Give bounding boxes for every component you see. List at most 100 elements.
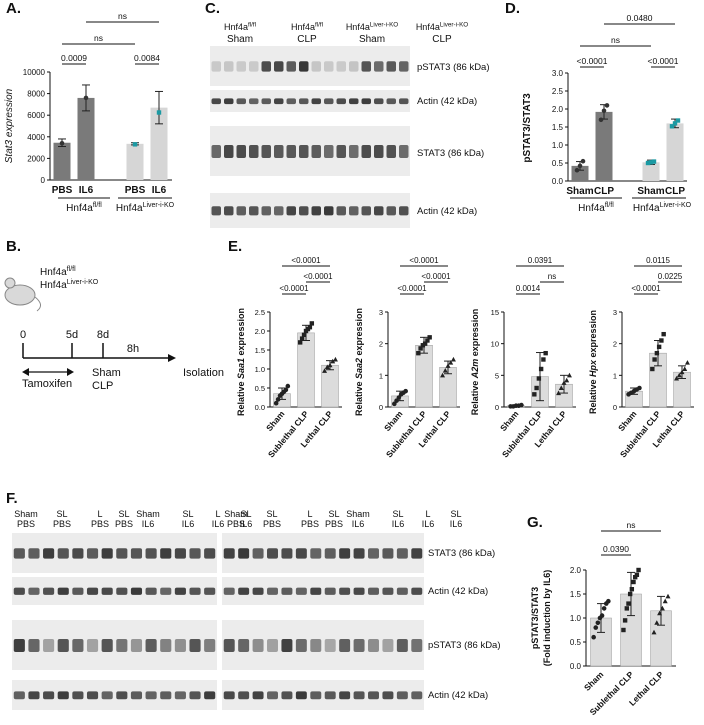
data-point [574, 167, 580, 173]
blot-band [145, 548, 157, 559]
p-value-label: 0.0084 [134, 53, 160, 63]
blot-band [411, 639, 423, 652]
blot-band [374, 98, 384, 105]
blot-band [295, 691, 307, 700]
blot-band [261, 145, 271, 158]
blot-band [101, 691, 113, 700]
blot-band [324, 61, 334, 72]
blot-band [274, 145, 284, 158]
data-point [595, 620, 601, 626]
y-tick-label: 0.5 [255, 384, 265, 393]
blot-band [386, 145, 396, 158]
p-value-label: <0.0001 [631, 284, 661, 293]
blot-band [130, 587, 143, 595]
x-category-label: IL6 [79, 185, 94, 196]
data-point [83, 95, 89, 101]
blot-band [43, 548, 55, 559]
lane-group-label: IL6 [352, 519, 365, 529]
blot-band [43, 639, 55, 652]
blot-band [211, 206, 221, 216]
blot-strip-right [222, 533, 424, 573]
y-axis-label: Relative Saa2 expression [354, 308, 364, 416]
data-point [637, 385, 642, 391]
data-point [627, 591, 633, 597]
data-point [309, 321, 315, 326]
data-point [604, 103, 610, 108]
blot-band [261, 206, 271, 216]
blot-band [238, 548, 250, 559]
x-category-label: PBS [52, 185, 73, 196]
p-value-label: ns [548, 272, 556, 281]
blot-band [399, 206, 409, 216]
data-point [654, 620, 660, 625]
lane-group-label: L [307, 509, 312, 519]
lane-group-label: IL6 [142, 519, 155, 529]
timepoint-label: 8d [97, 329, 109, 341]
blot-band [211, 98, 221, 105]
p-value-label: <0.0001 [397, 284, 427, 293]
lane-group-label: Sham [14, 509, 38, 519]
blot-band [310, 639, 322, 652]
data-point [651, 159, 657, 164]
timepoint-label: 5d [66, 329, 78, 341]
blot-band [261, 61, 271, 72]
x-category-label: Sham [637, 186, 664, 197]
data-point [648, 160, 654, 165]
blot-band [295, 639, 307, 652]
blot-band [57, 639, 69, 652]
blot-band [72, 587, 84, 595]
timepoint-label: 0 [20, 329, 26, 341]
y-tick-label: 0 [613, 403, 617, 412]
blot-band [204, 691, 216, 700]
data-point [532, 392, 537, 397]
y-axis-label-2: (Fold induction by IL6) [542, 570, 552, 667]
data-point [645, 160, 651, 166]
blot-band [382, 587, 394, 595]
blot-band [399, 61, 409, 72]
blot-band [116, 587, 128, 595]
y-axis-label: Stat3 expression [4, 88, 15, 163]
blot-band [189, 587, 201, 595]
chart-g-fold-induction: 0.0 0.5 1.0 1.5 2.0 0.0390 ns pSTAT3/STAT3 (Fold… [530, 520, 676, 717]
chart-a-stat3: 0 2000 4000 6000 8000 10000 0.0009 0.0084 ns ns St… [4, 11, 175, 214]
group-sub-label: Sham [227, 34, 253, 45]
blot-band [204, 639, 216, 652]
blot-band [130, 639, 143, 652]
blot-band [396, 548, 408, 559]
y-tick-label: 5 [495, 371, 499, 380]
blot-band [28, 587, 40, 595]
data-point [275, 397, 281, 402]
y-tick-label: 0 [41, 176, 46, 185]
y-tick-label: 8000 [27, 90, 45, 99]
blot-band [299, 98, 309, 105]
clp-label: CLP [92, 380, 113, 392]
data-point [654, 350, 660, 356]
lane-group-label: IL6 [392, 519, 405, 529]
blot-band [249, 98, 259, 105]
data-point [420, 343, 426, 348]
data-point [601, 606, 607, 611]
blot-band [311, 61, 321, 72]
blot-band [382, 548, 394, 559]
data-point [536, 376, 542, 381]
chart-e-saa1: 0.0 0.5 1.0 1.5 2.0 2.5 <0.0001 <0.0001 <0.0001 R… [236, 256, 342, 459]
blot-band [101, 587, 113, 595]
lane-group-label: SL [328, 509, 339, 519]
timepoint-label: 8h [127, 343, 139, 355]
blot-band [368, 587, 379, 595]
blot-band [286, 145, 296, 158]
blot-band [57, 691, 69, 700]
blot-band [349, 206, 359, 216]
y-tick-label: 1 [379, 371, 383, 380]
data-point [674, 375, 680, 381]
y-tick-label: 0.0 [570, 662, 582, 671]
y-tick-label: 6000 [27, 111, 45, 120]
y-tick-label: 2 [379, 340, 383, 349]
blot-band [267, 587, 278, 595]
y-tick-label: 1.0 [552, 141, 564, 150]
blot-band [386, 61, 396, 72]
data-point [606, 598, 611, 604]
data-point [322, 368, 328, 373]
blot-band [339, 548, 351, 559]
blot-band [57, 587, 69, 595]
